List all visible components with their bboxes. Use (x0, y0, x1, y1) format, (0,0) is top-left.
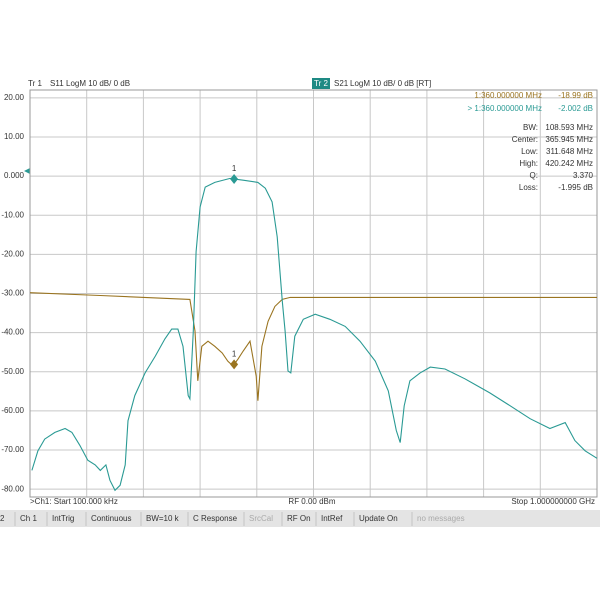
stat-value: 365.945 MHz (545, 135, 593, 144)
y-tick-label: 10.00 (4, 132, 25, 141)
stat-value: 420.242 MHz (545, 159, 593, 168)
trace-line (31, 177, 598, 492)
status-item[interactable]: C Response (193, 514, 238, 523)
trace1-format: LogM 10 dB/ 0 dB (66, 79, 130, 88)
stat-value: 311.648 MHz (546, 147, 593, 156)
marker-readout-value: -18.99 dB (558, 91, 593, 100)
status-item[interactable]: Update On (359, 514, 398, 523)
trace2-param: S21 (334, 79, 349, 88)
y-tick-label: -60.00 (1, 406, 24, 415)
reference-arrow (24, 168, 30, 174)
y-tick-label: -50.00 (1, 367, 24, 376)
stat-value: -1.995 dB (558, 183, 593, 192)
status-item[interactable]: RF On (287, 514, 311, 523)
status-item: SrcCal (249, 514, 273, 523)
sweep-stop: Stop 1.000000000 GHz (511, 497, 595, 506)
marker-readout-label: 1:360.000000 MHz (474, 91, 542, 100)
trace2-format: LogM 10 dB/ 0 dB [RT] (350, 79, 431, 88)
marker-readout-value: -2.002 dB (558, 104, 593, 113)
y-tick-label: -10.00 (1, 210, 24, 219)
trace1-param: S11 (50, 79, 64, 88)
y-tick-label: 20.00 (4, 93, 25, 102)
y-tick-label: -80.00 (1, 484, 24, 493)
marker-label: 1 (232, 349, 237, 358)
stat-value: 3.370 (573, 171, 594, 180)
plot-frame (29, 89, 598, 498)
status-item[interactable]: Continuous (91, 514, 131, 523)
stat-label: BW: (523, 123, 538, 132)
status-item[interactable]: Ch 1 (20, 514, 37, 523)
y-tick-label: -70.00 (1, 445, 24, 454)
source-power: RF 0.00 dBm (288, 497, 335, 506)
marker (230, 359, 239, 370)
stat-value: 108.593 MHz (545, 123, 593, 132)
stat-label: Q: (530, 171, 538, 180)
trace-line (29, 292, 597, 401)
status-item[interactable]: 2 (0, 514, 5, 523)
status-item[interactable]: BW=10 k (146, 514, 180, 523)
status-item[interactable]: IntTrig (52, 514, 74, 523)
y-tick-label: 0.000 (4, 171, 25, 180)
stat-label: High: (519, 159, 538, 168)
y-tick-label: -20.00 (1, 249, 24, 258)
stat-label: Loss: (519, 183, 538, 192)
y-tick-label: -40.00 (1, 328, 24, 337)
stat-label: Center: (512, 135, 538, 144)
trace2-label: Tr 2 (314, 79, 328, 88)
active-trace-box (312, 78, 330, 89)
marker-readout-label: > 1:360.000000 MHz (468, 104, 543, 113)
status-item[interactable]: IntRef (321, 514, 343, 523)
status-bar (0, 510, 600, 527)
marker (230, 173, 239, 184)
marker-label: 1 (232, 164, 237, 173)
y-tick-label: -30.00 (1, 289, 24, 298)
sweep-start: >Ch1: Start 100.000 kHz (30, 497, 118, 506)
status-item: no messages (417, 514, 465, 523)
stat-label: Low: (521, 147, 538, 156)
trace1-label: Tr 1 (28, 79, 42, 88)
